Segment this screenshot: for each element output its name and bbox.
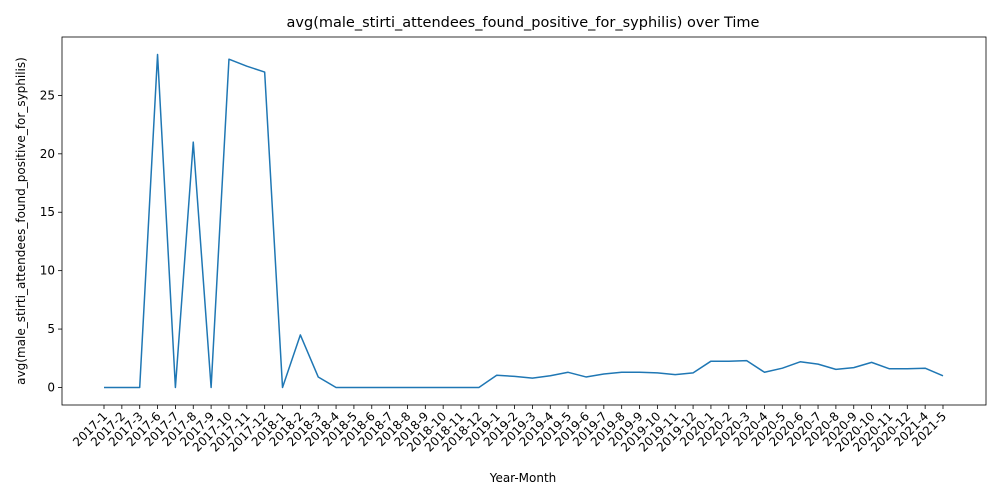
data-point [370, 386, 373, 389]
y-tick-label: 5 [47, 322, 55, 336]
data-point [709, 360, 712, 363]
data-point [192, 141, 195, 144]
data-point [299, 333, 302, 336]
data-point [924, 367, 927, 370]
data-point [174, 386, 177, 389]
data-point [103, 386, 106, 389]
data-point [870, 361, 873, 364]
data-point [513, 375, 516, 378]
data-point [834, 368, 837, 371]
y-axis-ticks: 0 5 10 15 20 25 [40, 88, 62, 394]
data-point [138, 386, 141, 389]
data-point [245, 65, 248, 68]
data-point [460, 386, 463, 389]
data-point [602, 373, 605, 376]
data-point [906, 367, 909, 370]
data-point [620, 371, 623, 374]
y-tick-label: 10 [40, 264, 55, 278]
data-point [888, 367, 891, 370]
data-point [852, 366, 855, 369]
plot-frame [61, 36, 987, 406]
data-point [799, 360, 802, 363]
y-tick-label: 15 [40, 205, 55, 219]
data-point [674, 373, 677, 376]
data-point [352, 386, 355, 389]
data-point [531, 377, 534, 380]
data-point [584, 375, 587, 378]
data-point [638, 371, 641, 374]
data-point [210, 386, 213, 389]
data-point [477, 386, 480, 389]
y-tick-label: 25 [40, 88, 55, 102]
series-line [104, 53, 944, 389]
data-point [763, 371, 766, 374]
data-point [388, 386, 391, 389]
data-point [656, 371, 659, 374]
data-point [227, 58, 230, 61]
data-point [120, 386, 123, 389]
data-point [495, 374, 498, 377]
data-point [442, 386, 445, 389]
data-point [406, 386, 409, 389]
data-point [692, 371, 695, 374]
data-point [281, 386, 284, 389]
data-point [817, 363, 820, 366]
data-point [424, 386, 427, 389]
data-point [317, 375, 320, 378]
data-point [745, 359, 748, 362]
data-point [567, 371, 570, 374]
y-tick-label: 0 [47, 380, 55, 394]
data-point [549, 374, 552, 377]
x-axis-label: Year-Month [489, 471, 557, 485]
data-point [781, 367, 784, 370]
data-point [727, 360, 730, 363]
data-point [335, 386, 338, 389]
data-point [263, 71, 266, 74]
y-axis-label: avg(male_stirti_attendees_found_positive… [14, 57, 28, 385]
data-point [942, 374, 945, 377]
data-point [156, 53, 159, 56]
chart-title: avg(male_stirti_attendees_found_positive… [287, 15, 760, 31]
y-tick-label: 20 [40, 147, 55, 161]
